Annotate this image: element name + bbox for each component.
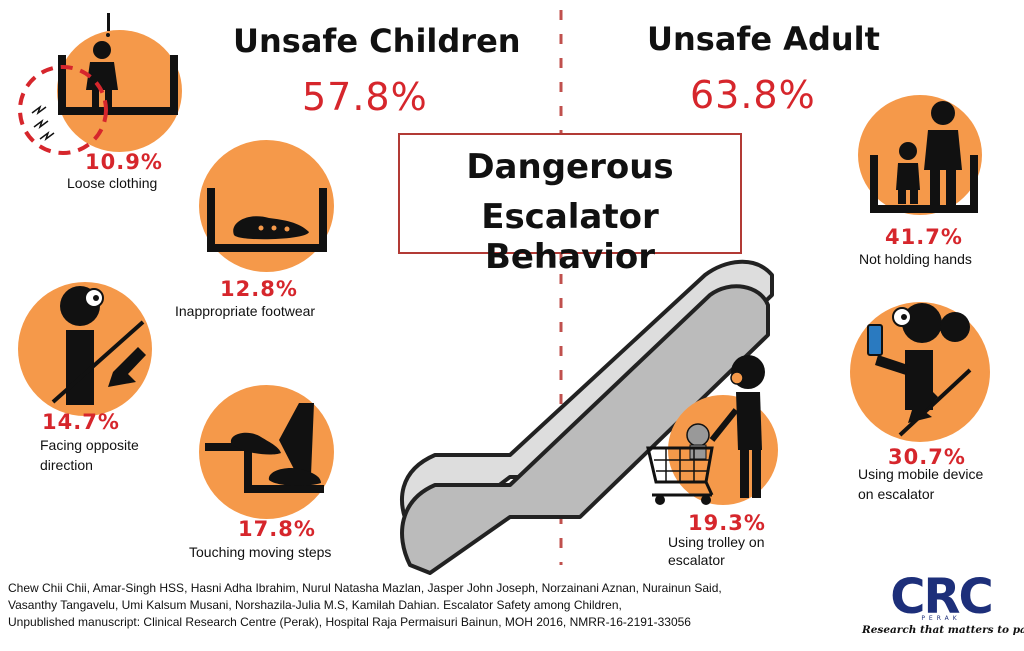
mobile-device-icon: [867, 303, 972, 437]
citation: Chew Chii Chii, Amar-Singh HSS, Hasni Ad…: [8, 580, 828, 631]
loose-clothing-label: Loose clothing: [67, 175, 158, 191]
citation-line-1: Chew Chii Chii, Amar-Singh HSS, Hasni Ad…: [8, 581, 722, 595]
logo-text: CRC: [890, 569, 993, 625]
facing-opposite-label-2: direction: [40, 457, 93, 473]
trolley-label-2: escalator: [668, 552, 725, 568]
footwear-percent: 12.8%: [220, 277, 298, 301]
adult-percent: 63.8%: [690, 73, 816, 117]
citation-line-3: Unpublished manuscript: Clinical Researc…: [8, 615, 691, 629]
loose-clothing-icon: [18, 13, 178, 155]
trolley-label-1: Using trolley on: [668, 534, 765, 550]
facing-opposite-label-1: Facing opposite: [40, 437, 139, 453]
adult-heading: Unsafe Adult: [647, 20, 880, 58]
crc-logo: CRC PERAK Research that matters to patie…: [862, 569, 1024, 646]
logo-sub-brand: PERAK: [921, 615, 961, 622]
loose-clothing-percent: 10.9%: [85, 150, 163, 174]
facing-opposite-icon: [51, 286, 146, 405]
holding-hands-icon: [870, 101, 978, 213]
loose-clothing-circle: [57, 30, 182, 152]
title-line2: Escalator Behavior: [481, 197, 659, 277]
touching-steps-label: Touching moving steps: [189, 544, 332, 560]
touching-steps-percent: 17.8%: [238, 517, 316, 541]
facing-opposite-percent: 14.7%: [42, 410, 120, 434]
title-line1: Dangerous: [466, 147, 674, 187]
footwear-label: Inappropriate footwear: [175, 303, 316, 319]
mobile-device-label-2: on escalator: [858, 486, 935, 502]
title-box: Dangerous Escalator Behavior: [398, 133, 742, 277]
citation-line-2: Vasanthy Tangavelu, Umi Kalsum Musani, N…: [8, 598, 622, 612]
trolley-icon: [646, 355, 765, 505]
escalator-illustration: [400, 259, 774, 575]
children-percent: 57.8%: [302, 75, 428, 119]
logo-tagline: Research that matters to patients: [862, 624, 1024, 636]
trolley-percent: 19.3%: [688, 511, 766, 535]
children-heading: Unsafe Children: [233, 22, 521, 60]
holding-hands-label: Not holding hands: [859, 251, 972, 267]
mobile-device-percent: 30.7%: [888, 445, 966, 469]
holding-hands-percent: 41.7%: [885, 225, 963, 249]
footwear-icon: [207, 188, 327, 252]
holding-hands-circle: [858, 95, 982, 215]
touching-steps-icon: [205, 403, 324, 493]
mobile-device-label-1: Using mobile device: [858, 466, 984, 482]
